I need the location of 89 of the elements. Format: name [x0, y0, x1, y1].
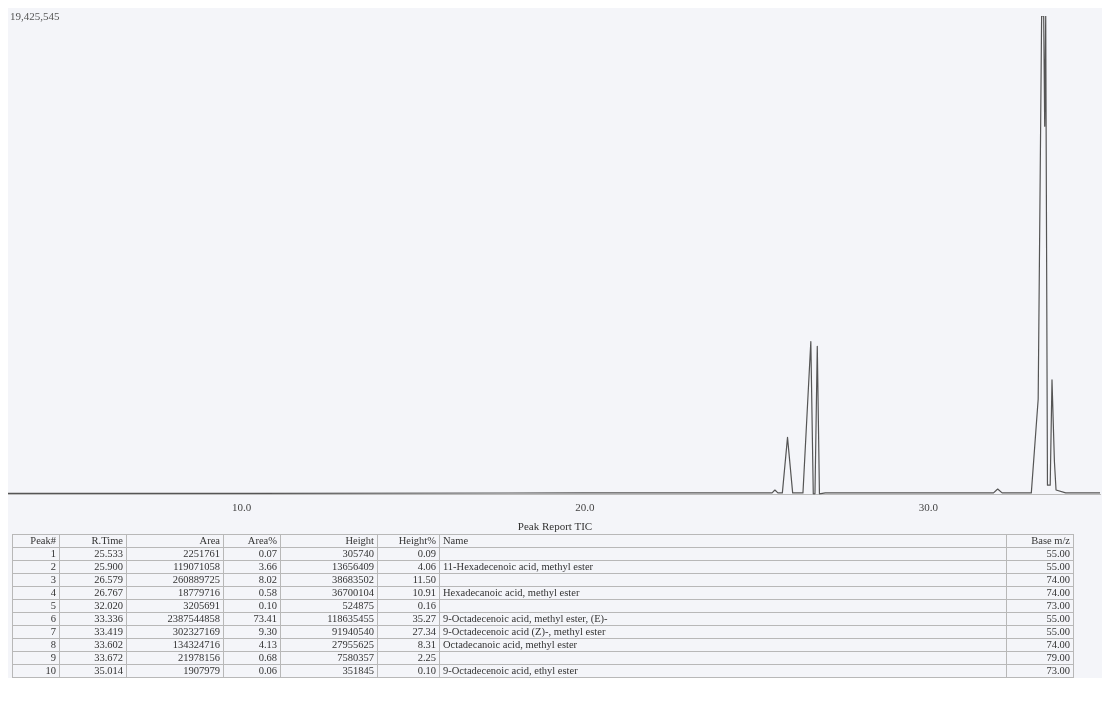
- text: 305740: [342, 548, 374, 559]
- text: 27955625: [332, 639, 374, 650]
- text: 8.02: [258, 574, 277, 585]
- text: 4.06: [417, 561, 436, 572]
- text: 35.014: [94, 665, 123, 676]
- text: 11.50: [412, 574, 436, 585]
- text: 74.00: [1046, 574, 1070, 585]
- text: 13656409: [332, 561, 374, 572]
- text: 33.672: [94, 652, 123, 663]
- text: 2387544858: [167, 613, 220, 624]
- text: 6: [50, 613, 56, 624]
- text: 3205691: [183, 600, 220, 611]
- text: Base m/z: [1031, 535, 1070, 546]
- text: 1907979: [183, 665, 220, 676]
- text: 119071058: [173, 561, 220, 572]
- text: 35.27: [412, 613, 436, 624]
- text: 3.66: [258, 561, 277, 572]
- text: 91940540: [332, 626, 374, 637]
- text: 260889725: [172, 574, 220, 585]
- text: 33.336: [94, 613, 123, 624]
- text: 18779716: [178, 587, 220, 598]
- text: Height%: [398, 535, 436, 546]
- text: 79.00: [1046, 652, 1070, 663]
- text: R.Time: [91, 535, 123, 546]
- text: 26.579: [94, 574, 123, 585]
- text: 9: [50, 652, 56, 663]
- text: Name: [443, 535, 469, 546]
- text: 2.25: [417, 652, 436, 663]
- text: 0.09: [417, 548, 436, 559]
- text: 33.602: [94, 639, 123, 650]
- text: 4: [50, 587, 56, 598]
- text: 134324716: [172, 639, 220, 650]
- text: 0.58: [258, 587, 277, 598]
- text: 0.10: [258, 600, 277, 611]
- text: 25.533: [94, 548, 123, 559]
- text: 73.00: [1046, 665, 1070, 676]
- text: 55.00: [1046, 626, 1070, 637]
- text: 5: [50, 600, 56, 611]
- text: 10.91: [412, 587, 436, 598]
- text: 2: [50, 561, 56, 572]
- text: 0.16: [417, 600, 436, 611]
- x-tick-label: 30.0: [918, 501, 939, 514]
- text: 74.00: [1046, 639, 1070, 650]
- text: 1: [50, 548, 56, 559]
- x-tick-label: 20.0: [575, 501, 596, 514]
- text: 11-Hexadecenoic acid, methyl ester: [443, 561, 594, 572]
- text: 0.06: [258, 665, 277, 676]
- text: 7580357: [337, 652, 374, 663]
- text: 55.00: [1046, 548, 1070, 559]
- annotation: 19,425,545: [10, 10, 60, 23]
- text: 38683502: [332, 574, 374, 585]
- text: Peak Report TIC: [516, 520, 594, 532]
- text: 0.10: [417, 665, 436, 676]
- text: 3: [50, 574, 56, 585]
- text: Octadecanoic acid, methyl ester: [443, 639, 578, 650]
- text: 524875: [342, 600, 374, 611]
- text: 118635455: [327, 613, 374, 624]
- text: 27.34: [412, 626, 436, 637]
- text: 9-Octadecenoic acid, ethyl ester: [443, 665, 578, 676]
- text: 32.020: [94, 600, 123, 611]
- text: 73.41: [253, 613, 277, 624]
- text: 55.00: [1046, 561, 1070, 572]
- x-tick-label: 10.0: [231, 501, 252, 514]
- text: Hexadecanoic acid, methyl ester: [443, 587, 580, 598]
- text: 25.900: [94, 561, 123, 572]
- text: 9.30: [258, 626, 277, 637]
- text: 21978156: [178, 652, 220, 663]
- text: 0.07: [258, 548, 277, 559]
- text: 33.419: [94, 626, 123, 637]
- text: 73.00: [1046, 600, 1070, 611]
- text: 351845: [342, 665, 374, 676]
- text: 26.767: [94, 587, 123, 598]
- text: Area%: [247, 535, 277, 546]
- text: 8: [50, 639, 56, 650]
- text: 10: [45, 665, 56, 676]
- text: 0.68: [258, 652, 277, 663]
- text: 302327169: [172, 626, 220, 637]
- text: 9-Octadecenoic acid (Z)-, methyl ester: [443, 626, 606, 637]
- text: 7: [50, 626, 56, 637]
- text: Area: [199, 535, 220, 546]
- text: 36700104: [332, 587, 374, 598]
- text: Peak#: [30, 535, 56, 546]
- text: 9-Octadecenoic acid, methyl ester, (E)-: [443, 613, 608, 624]
- text: 8.31: [417, 639, 436, 650]
- text: 55.00: [1046, 613, 1070, 624]
- text: 2251761: [183, 548, 220, 559]
- text: Height: [345, 535, 374, 546]
- text: 4.13: [258, 639, 277, 650]
- text: 74.00: [1046, 587, 1070, 598]
